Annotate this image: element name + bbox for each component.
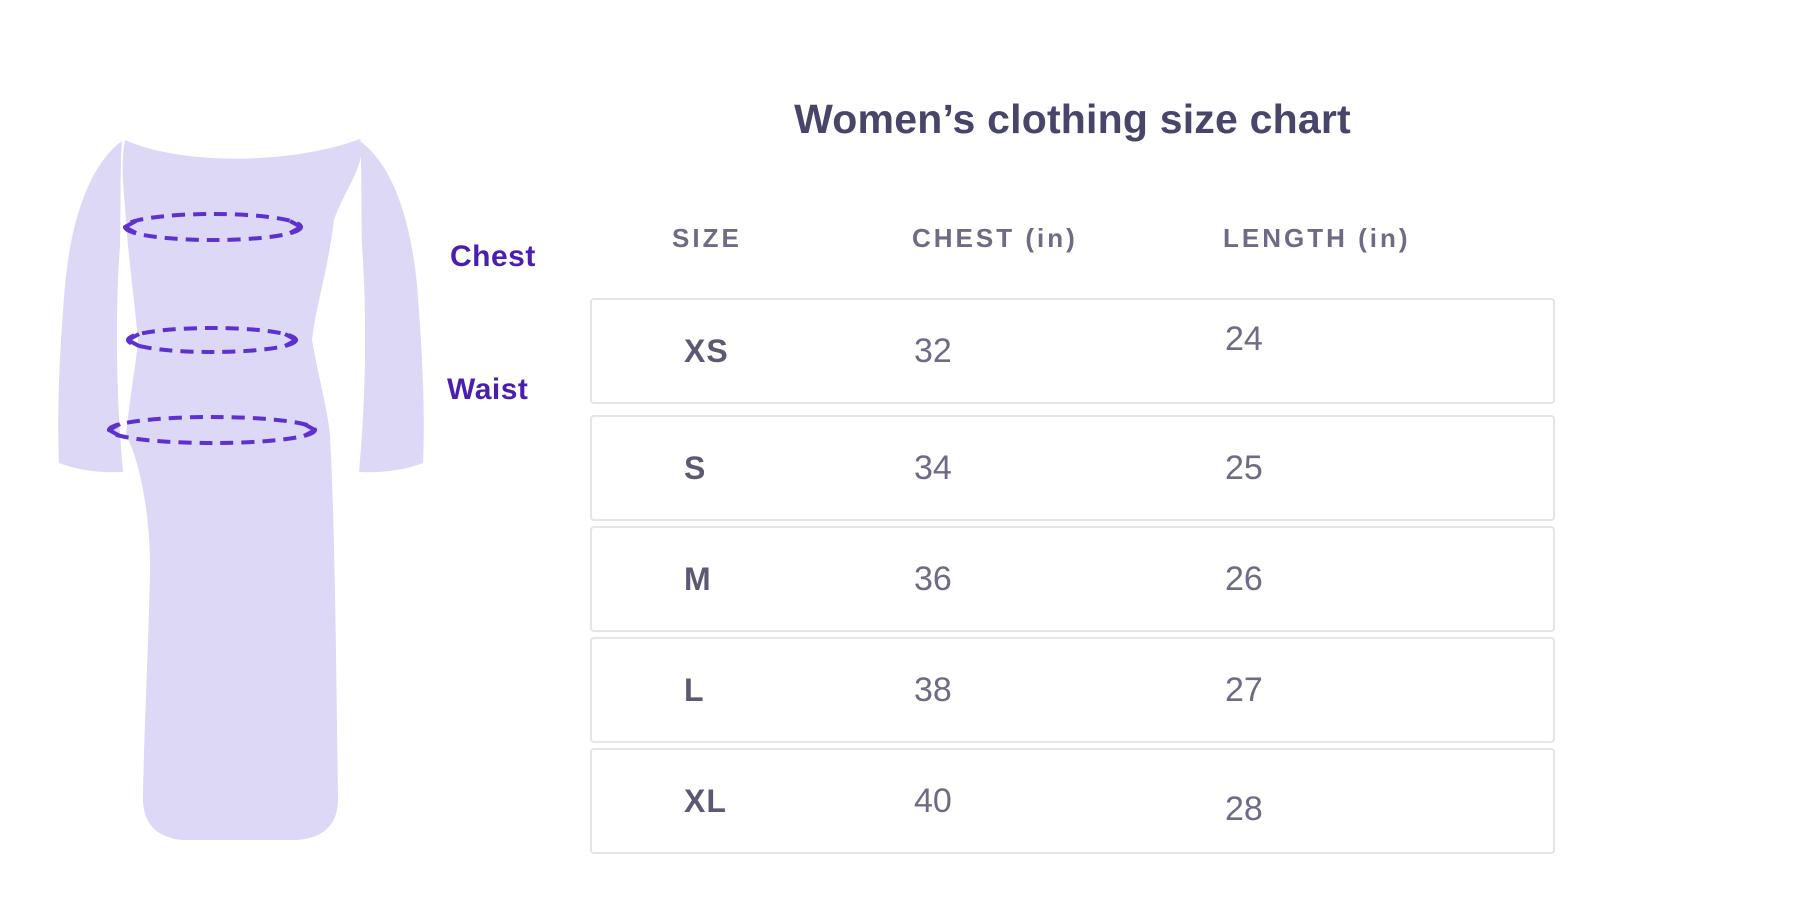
table-row: XS 32 24 [590,298,1555,404]
chest-cell: 32 [914,331,952,370]
column-header-chest: CHEST (in) [912,222,1078,253]
table-header-row: SIZE CHEST (in) LENGTH (in) [590,220,1555,256]
column-header-length: LENGTH (in) [1223,222,1411,253]
size-cell: XS [684,332,729,369]
dress-right-sleeve [359,141,424,473]
dress-silhouette [122,139,362,840]
chest-cell: 38 [914,670,952,709]
hip-measure-right-arrow-icon [303,422,317,438]
size-cell: M [684,560,712,597]
chest-measure-right-arrow-icon [289,219,303,235]
size-table: XS 32 24 S 34 25 M 36 26 L 38 27 XL [590,298,1555,859]
chest-cell: 40 [914,781,952,820]
table-row: L 38 27 [590,637,1555,743]
hip-measure-left-arrow-icon [107,422,121,438]
table-row: M 36 26 [590,526,1555,632]
size-cell: XL [684,782,727,819]
dress-illustration [58,139,424,840]
column-header-size: SIZE [672,222,742,253]
chest-cell: 36 [914,559,952,598]
length-cell: 26 [1225,559,1263,598]
size-cell: S [684,449,707,486]
waist-label: Waist [447,373,529,406]
chest-label: Chest [450,240,536,273]
table-row: S 34 25 [590,415,1555,521]
waist-measure-left-arrow-icon [126,332,140,348]
chest-measure-left-arrow-icon [123,219,137,235]
length-cell: 28 [1225,789,1263,828]
chest-cell: 34 [914,448,952,487]
size-cell: L [684,671,705,708]
length-cell: 25 [1225,448,1263,487]
table-row: XL 40 28 [590,748,1555,854]
length-cell: 27 [1225,670,1263,709]
waist-measure-right-arrow-icon [284,332,298,348]
dress-left-sleeve [58,141,123,473]
length-cell: 24 [1225,319,1263,358]
page-title: Women’s clothing size chart [794,96,1351,142]
